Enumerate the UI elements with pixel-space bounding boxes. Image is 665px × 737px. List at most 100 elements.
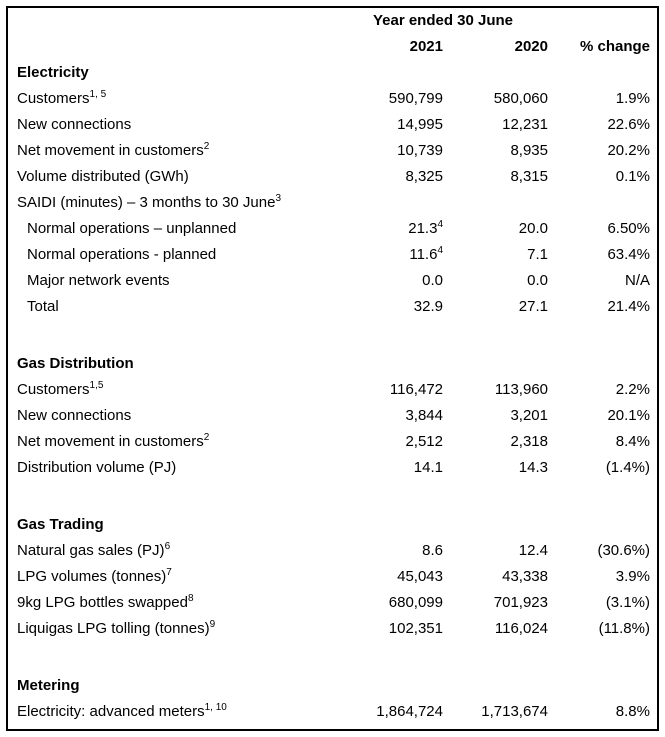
row-label: Normal operations - planned [27,246,217,263]
value-change: 6.50% [607,220,650,237]
section-title: Gas Distribution [17,355,134,372]
value-2021: 8.6 [422,542,443,559]
table-row: 9kg LPG bottles swapped8 680,099 701,923 (3… [17,590,650,616]
header-spacer-cell [548,8,650,34]
row-label: New connections [17,407,132,424]
value-2020: 2,318 [510,433,548,450]
value-2020: 27.1 [518,298,548,315]
table-header-row-2: 2021 2020 % change [17,34,650,60]
section-spacer [17,320,650,351]
row-label: SAIDI (minutes) – 3 months to 30 June3 [17,193,282,212]
value-change: (1.4%) [605,459,650,476]
value-2021: 10,739 [397,142,443,159]
value-2020: 580,060 [493,90,548,107]
row-label: Net movement in customers2 [17,432,210,451]
value-2021: 8,325 [405,168,443,185]
table-row: Net movement in customers2 10,739 8,935 20.… [17,138,650,164]
value-change: 21.4% [607,298,650,315]
row-label: Customers1, 5 [17,89,107,108]
row-label: LPG volumes (tonnes)7 [17,567,172,586]
table-row: Electricity: advanced meters1, 10 1,864,7… [17,699,650,725]
table-row: Natural gas sales (PJ)6 8.6 12.4 (30.6%) [17,538,650,564]
section-spacer [17,642,650,673]
value-change: 1.9% [615,90,650,107]
footnote-superscript: 8 [187,593,194,604]
value-change: 2.2% [615,381,650,398]
value-2021: 11.64 [409,245,443,264]
footnote-superscript: 4 [437,219,443,230]
value-change: 0.1% [615,168,650,185]
table-header-row-1: Year ended 30 June [17,8,650,34]
footnote-superscript: 9 [209,619,216,630]
table-row: SAIDI (minutes) – 3 months to 30 June3 [17,190,650,216]
results-table: Year ended 30 June 2021 2020 % change El… [6,6,659,731]
table-row: Total 32.9 27.1 21.4% [17,294,650,320]
value-2020: 14.3 [518,459,548,476]
value-2020: 12.4 [518,542,548,559]
value-change: 20.1% [607,407,650,424]
value-2021: 14.1 [413,459,443,476]
section-title-row: Gas Trading [17,512,650,538]
value-2021: 1,864,724 [376,703,443,720]
table-row: Customers1,5 116,472 113,960 2.2% [17,377,650,403]
row-label: Liquigas LPG tolling (tonnes)9 [17,619,216,638]
value-2021: 21.34 [408,219,443,238]
value-2021: 32.9 [413,298,443,315]
column-header-2020: 2020 [514,38,548,55]
table-body: Electricity Customers1, 5 590,799 580,060 1.… [17,60,650,725]
value-2021 [338,190,443,216]
row-label: 9kg LPG bottles swapped8 [17,593,194,612]
value-change: N/A [624,272,650,289]
section-title-row: Metering [17,673,650,699]
value-2020: 113,960 [494,381,548,398]
value-2021: 14,995 [397,116,443,133]
section-title-row: Electricity [17,60,650,86]
value-2020: 116,024 [494,620,548,637]
row-label: Normal operations – unplanned [27,220,237,237]
row-label: Net movement in customers2 [17,141,210,160]
row-label: Natural gas sales (PJ)6 [17,541,171,560]
header-label-cell [17,34,338,60]
table-row: Normal operations - planned 11.64 7.1 63.4% [17,242,650,268]
row-label: Electricity: advanced meters1, 10 [17,702,227,721]
value-2021: 0.0 [422,272,443,289]
table-row: Distribution volume (PJ) 14.1 14.3 (1.4%) [17,455,650,481]
value-change: 20.2% [607,142,650,159]
table-row: Customers1, 5 590,799 580,060 1.9% [17,86,650,112]
value-2021: 2,512 [405,433,443,450]
section-spacer [17,481,650,512]
value-2020: 8,935 [510,142,548,159]
value-change: 3.9% [615,568,650,585]
value-2020: 12,231 [502,116,548,133]
row-label: Distribution volume (PJ) [17,459,177,476]
table-row: New connections 14,995 12,231 22.6% [17,112,650,138]
value-2020: 1,713,674 [481,703,548,720]
footnote-superscript: 1, 10 [204,702,227,713]
footnote-superscript: 7 [166,567,172,578]
table-row: Liquigas LPG tolling (tonnes)9 102,351 116… [17,616,650,642]
value-2020: 701,923 [493,594,548,611]
value-2020 [443,190,548,216]
footnote-superscript: 4 [437,245,443,256]
row-label: Customers1,5 [17,380,104,399]
value-2020: 20.0 [518,220,548,237]
table-row: Major network events 0.0 0.0 N/A [17,268,650,294]
value-2021: 45,043 [397,568,443,585]
table-row: New connections 3,844 3,201 20.1% [17,403,650,429]
section-title: Metering [17,677,80,694]
value-2020: 7.1 [527,246,548,263]
row-label: Total [27,298,59,315]
value-change [548,190,650,216]
year-ended-header: Year ended 30 June [372,12,514,29]
value-2020: 8,315 [510,168,548,185]
value-2020: 43,338 [502,568,548,585]
value-change: 22.6% [607,116,650,133]
value-change: (11.8%) [598,620,650,637]
table-row: Net movement in customers2 2,512 2,318 8.4% [17,429,650,455]
section-title: Gas Trading [17,516,104,533]
value-2021: 3,844 [405,407,443,424]
value-change: (30.6%) [597,542,650,559]
value-2021: 116,472 [389,381,443,398]
value-change: 8.4% [615,433,650,450]
